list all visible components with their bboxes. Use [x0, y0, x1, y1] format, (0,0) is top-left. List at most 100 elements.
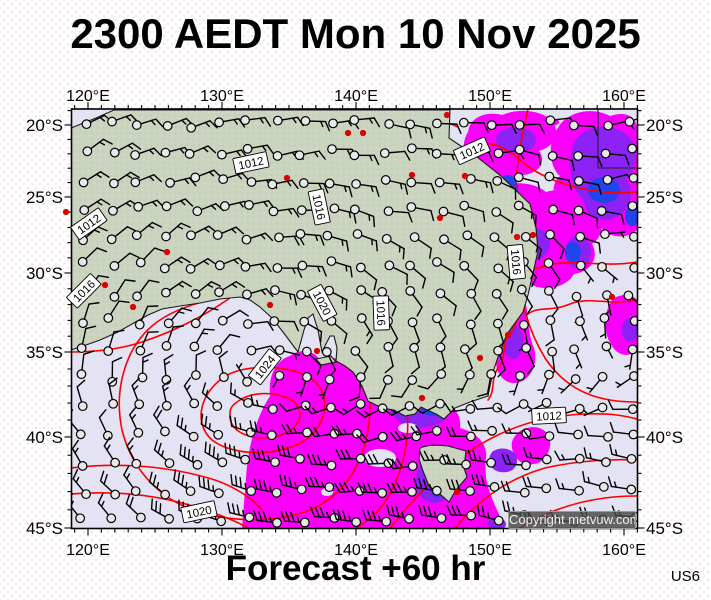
wind-barb — [137, 352, 153, 383]
station-circle — [458, 117, 469, 128]
wind-barb — [280, 511, 310, 528]
wind-barb — [253, 478, 282, 498]
wind-barb — [150, 498, 174, 524]
station-circle — [109, 261, 120, 271]
wind-barb — [624, 116, 638, 127]
wind-barb — [97, 493, 117, 524]
station-circle — [355, 399, 366, 409]
station-circle — [355, 372, 366, 383]
wind-barb — [386, 482, 417, 497]
axis-labels: 120°E 120°E 130°E 130°E 140°E 140°E 150°E 150°E… — [26, 88, 683, 559]
station-circle — [489, 482, 500, 492]
city-marker — [513, 233, 521, 241]
station-circle — [103, 346, 114, 356]
station-circle — [570, 374, 581, 384]
station-circle — [213, 429, 224, 440]
station-circle — [601, 341, 612, 352]
station-circle — [272, 263, 283, 273]
lon-label-bottom: 140°E — [334, 542, 378, 559]
wind-barb — [466, 173, 494, 194]
wind-barb — [554, 422, 584, 440]
station-circle — [573, 176, 584, 186]
wind-barb — [582, 471, 609, 492]
wind-barb — [332, 508, 362, 527]
station-circle — [165, 177, 175, 188]
wind-barb — [413, 398, 445, 414]
wind-barb — [272, 370, 285, 388]
station-circle — [133, 201, 144, 212]
lon-label-top: 120°E — [66, 88, 110, 105]
station-circle — [405, 119, 416, 130]
station-circle — [596, 206, 607, 216]
wind-barb — [497, 399, 529, 415]
wind-barb — [214, 281, 246, 298]
lon-label-top: 160°E — [602, 88, 646, 105]
station-circle — [246, 486, 257, 496]
wind-barb — [162, 117, 195, 131]
isobar-value: 1016 — [309, 193, 326, 221]
station-circle — [435, 288, 446, 299]
station-circle — [185, 263, 196, 274]
station-circle — [406, 202, 417, 212]
wind-barb — [383, 206, 413, 223]
station-circle — [162, 121, 173, 131]
station-circle — [109, 291, 120, 302]
station-markers — [62, 111, 616, 496]
station-circle — [82, 146, 93, 157]
station-circle — [216, 149, 227, 160]
wind-barb — [281, 423, 312, 438]
station-circle — [434, 177, 445, 188]
station-circle — [324, 482, 335, 493]
wind-barb — [307, 453, 337, 471]
station-circle — [349, 150, 360, 161]
station-circle — [240, 454, 251, 465]
wind-barb — [441, 453, 471, 470]
lon-label-bottom: 150°E — [468, 542, 512, 559]
wind-barb — [131, 118, 164, 130]
wind-barb — [76, 325, 97, 354]
lon-label-bottom: 130°E — [200, 542, 244, 559]
wind-barb — [321, 347, 337, 379]
wind-barb — [250, 394, 278, 415]
wind-barb — [189, 328, 215, 352]
station-circle — [486, 369, 497, 379]
wind-barb — [477, 504, 504, 526]
wind-barb — [214, 257, 247, 271]
station-circle — [189, 398, 200, 409]
station-circle — [379, 148, 390, 159]
city-marker — [453, 488, 461, 496]
station-circle — [270, 457, 280, 468]
station-circle — [436, 513, 447, 524]
wind-barb — [575, 316, 589, 341]
wind-barb — [405, 260, 427, 289]
wind-barb — [301, 346, 322, 376]
wind-barb — [198, 475, 224, 499]
station-circle — [486, 457, 496, 468]
station-circle — [351, 517, 362, 527]
wind-barb — [418, 450, 450, 465]
city-marker — [129, 303, 137, 311]
station-circle — [213, 488, 224, 499]
lat-label-left: 25°S — [26, 188, 63, 207]
wind-barb — [349, 115, 381, 128]
lat-label-right: 30°S — [646, 264, 683, 283]
station-circle — [159, 263, 170, 274]
station-circle — [214, 117, 224, 128]
wind-barb — [131, 221, 162, 241]
lat-label-right: 45°S — [646, 519, 683, 538]
station-circle — [432, 257, 442, 267]
wind-barb — [607, 476, 637, 495]
wind-barb — [349, 372, 366, 402]
station-circle — [186, 122, 197, 133]
wind-barb — [79, 198, 111, 215]
station-circle — [439, 234, 449, 245]
station-circle — [137, 372, 148, 383]
station-circle — [628, 173, 638, 183]
station-circle — [190, 318, 201, 329]
station-circle — [431, 485, 442, 496]
map-frame — [70, 108, 639, 530]
wind-barb — [212, 333, 241, 355]
station-circle — [327, 144, 337, 155]
wind-barb — [310, 506, 340, 523]
